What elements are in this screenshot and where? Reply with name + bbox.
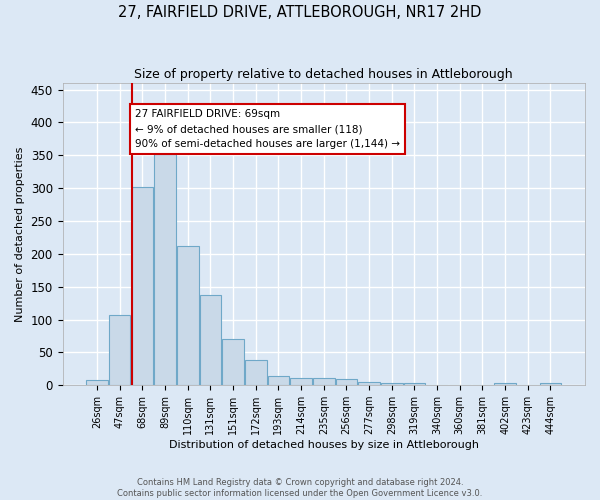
Bar [358,382,380,385]
Bar [335,378,357,385]
Bar [494,382,516,385]
Bar [245,360,266,385]
Title: Size of property relative to detached houses in Attleborough: Size of property relative to detached ho… [134,68,513,80]
Bar [540,384,561,385]
Bar [404,384,425,385]
Bar [313,378,335,385]
Bar [86,380,108,385]
Bar [381,384,403,385]
Bar [177,246,199,385]
Text: Contains HM Land Registry data © Crown copyright and database right 2024.
Contai: Contains HM Land Registry data © Crown c… [118,478,482,498]
Y-axis label: Number of detached properties: Number of detached properties [15,146,25,322]
Text: 27, FAIRFIELD DRIVE, ATTLEBOROUGH, NR17 2HD: 27, FAIRFIELD DRIVE, ATTLEBOROUGH, NR17 … [118,5,482,20]
Bar [268,376,289,385]
Bar [154,148,176,385]
X-axis label: Distribution of detached houses by size in Attleborough: Distribution of detached houses by size … [169,440,479,450]
Bar [290,378,312,385]
Bar [109,315,130,385]
Text: 27 FAIRFIELD DRIVE: 69sqm
← 9% of detached houses are smaller (118)
90% of semi-: 27 FAIRFIELD DRIVE: 69sqm ← 9% of detach… [135,110,400,149]
Bar [131,187,153,385]
Bar [223,339,244,385]
Bar [200,295,221,385]
